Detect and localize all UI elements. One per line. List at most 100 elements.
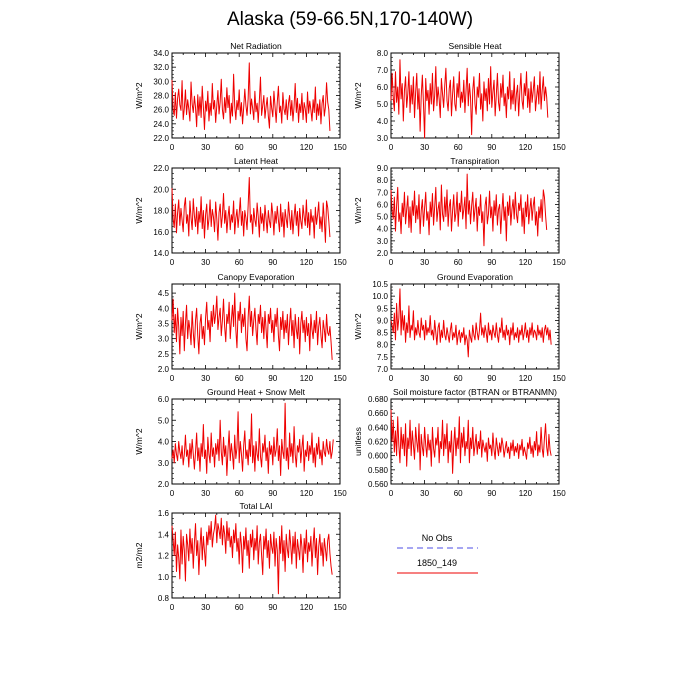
x-tick-label: 30 [201,143,210,152]
y-tick-label: 22.0 [153,134,169,143]
plot-frame [171,283,341,370]
panel-title: Net Radiation [230,41,282,51]
y-axis-label: W/m^2 [353,313,363,339]
figure-title: Alaska (59-66.5N,170-140W) [226,9,474,30]
y-tick-label: 0.580 [368,466,389,475]
y-tick-label: 0.8 [158,594,170,603]
x-tick-label: 150 [333,603,347,612]
y-tick-label: 9.0 [377,164,389,173]
series-line-1850-149 [171,177,331,243]
x-tick-label: 150 [333,143,347,152]
y-tick-label: 0.620 [368,438,389,447]
y-tick-label: 7.5 [377,353,389,362]
y-tick-label: 5.0 [158,416,170,425]
y-tick-label: 26.0 [153,106,169,115]
x-tick-label: 150 [333,374,347,383]
y-tick-label: 5.0 [377,100,389,109]
y-tick-label: 1.4 [158,530,170,539]
x-tick-label: 0 [170,489,175,498]
y-tick-label: 4.0 [158,304,170,313]
panel-ground-evaporation: 0 30 60 90 120 150 7.0 7.5 8.0 8.5 9.0 9.5 10.0 10.5 G… [353,272,566,383]
panel-title: Total LAI [239,501,272,511]
y-tick-label: 32.0 [153,63,169,72]
panel-title: Latent Heat [234,156,279,166]
x-tick-label: 0 [389,258,394,267]
y-tick-label: 8.0 [377,341,389,350]
y-tick-label: 28.0 [153,92,169,101]
x-tick-label: 30 [201,489,210,498]
x-tick-label: 30 [201,374,210,383]
panel-title: Soil moisture factor (BTRAN or BTRANMN) [393,387,557,397]
y-tick-label: 6.0 [158,395,170,404]
x-tick-label: 120 [300,489,314,498]
y-tick-label: 1.0 [158,573,170,582]
x-tick-label: 90 [487,258,496,267]
x-tick-label: 90 [268,489,277,498]
y-tick-label: 0.680 [368,395,389,404]
y-tick-label: 0.600 [368,452,389,461]
y-tick-label: 1.6 [158,509,170,518]
y-axis-label: W/m^2 [134,428,144,454]
panel-title: Transpiration [450,156,500,166]
panel-total-lai: 0 30 60 90 120 150 0.8 1.0 1.2 1.4 1.6 Total LAI m2/… [134,501,347,612]
y-tick-label: 3.0 [377,134,389,143]
x-tick-label: 60 [235,489,244,498]
panel-soil-moisture-factor-btran-or-btranmn: 0 30 60 90 120 150 0.560 0.580 0.600 0.620 0.640 0.… [353,387,566,498]
panel-net-radiation: 0 30 60 90 120 150 22.0 24.0 26.0 28.0 30.0 32.0 34.… [134,41,347,152]
y-tick-label: 3.5 [158,319,170,328]
y-tick-label: 2.0 [377,249,389,258]
series-line-1850-149 [171,292,333,360]
x-tick-label: 150 [333,489,347,498]
x-tick-label: 30 [201,603,210,612]
panel-latent-heat: 0 30 60 90 120 150 14.0 16.0 18.0 20.0 22.0 Latent … [134,156,347,267]
x-tick-label: 90 [487,374,496,383]
y-tick-label: 8.0 [377,176,389,185]
x-tick-label: 60 [235,374,244,383]
y-tick-label: 30.0 [153,77,169,86]
y-tick-label: 4.0 [377,117,389,126]
x-tick-label: 0 [389,374,394,383]
legend-label-no-obs: No Obs [422,533,453,543]
x-tick-label: 30 [420,489,429,498]
y-tick-label: 7.0 [377,188,389,197]
x-tick-label: 0 [170,258,175,267]
y-tick-label: 9.0 [377,316,389,325]
y-tick-label: 4.0 [377,225,389,234]
y-tick-label: 22.0 [153,164,169,173]
panel-canopy-evaporation: 0 30 60 90 120 150 2.0 2.5 3.0 3.5 4.0 4.5 Canopy Ev… [134,272,347,383]
x-tick-label: 60 [235,143,244,152]
panel-transpiration: 0 30 60 90 120 150 2.0 3.0 4.0 5.0 6.0 7.0 8.0 9.0 Tra… [353,156,566,267]
series-line-1850-149 [171,62,331,131]
panel-sensible-heat: 0 30 60 90 120 150 3.0 4.0 5.0 6.0 7.0 8.0 Sensible … [353,41,566,152]
panel-title: Ground Heat + Snow Melt [207,387,306,397]
x-tick-label: 0 [389,143,394,152]
x-tick-label: 120 [300,143,314,152]
x-tick-label: 90 [268,143,277,152]
x-tick-label: 90 [487,143,496,152]
x-tick-label: 90 [268,603,277,612]
y-tick-label: 6.0 [377,200,389,209]
y-tick-label: 3.0 [377,237,389,246]
y-tick-label: 6.0 [377,83,389,92]
x-tick-label: 150 [333,258,347,267]
x-tick-label: 0 [170,143,175,152]
x-tick-label: 150 [552,489,566,498]
series-line-1850-149 [390,173,548,247]
y-tick-label: 10.5 [372,280,388,289]
y-tick-label: 3.0 [158,459,170,468]
y-tick-label: 8.5 [377,329,389,338]
y-tick-label: 8.0 [377,49,389,58]
x-tick-label: 120 [519,258,533,267]
x-tick-label: 60 [235,603,244,612]
y-tick-label: 18.0 [153,207,169,216]
x-tick-label: 150 [552,143,566,152]
series-line-1850-149 [171,402,334,476]
x-tick-label: 150 [552,258,566,267]
x-tick-label: 90 [487,489,496,498]
x-tick-label: 60 [454,489,463,498]
x-tick-label: 120 [519,489,533,498]
y-tick-label: 2.0 [158,480,170,489]
series-line-1850-149 [390,288,552,358]
